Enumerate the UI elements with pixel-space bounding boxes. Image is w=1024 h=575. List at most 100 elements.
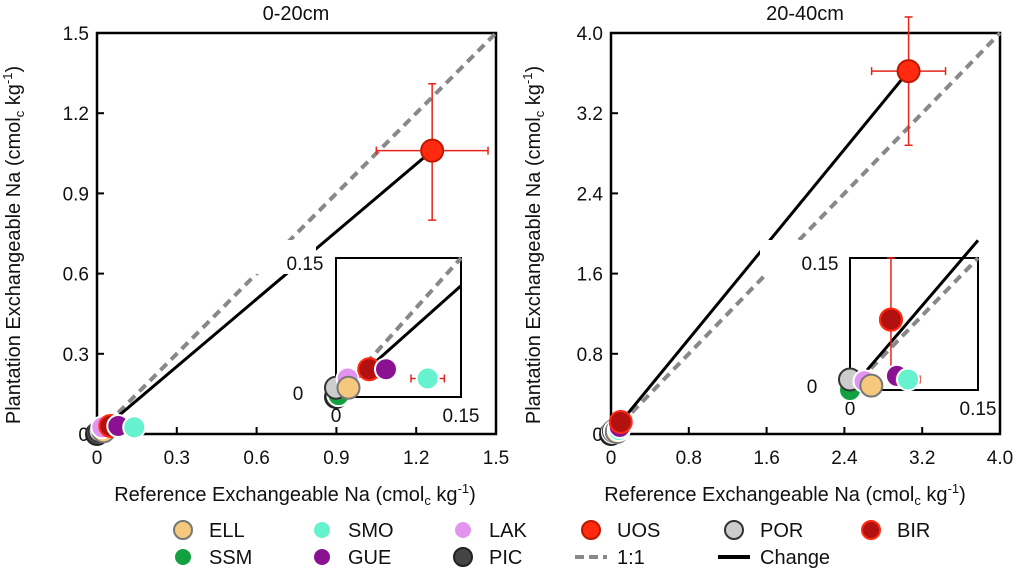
panel-0-xlabel: Reference Exchangeable Na (cmolc kg-1) (114, 481, 476, 508)
panel-0-ylabel: Plantation Exchangeable Na (cmolc kg-1) (0, 66, 27, 424)
panel-1-ytick-label-5: 4.0 (577, 24, 603, 45)
panel-1-point-bir (608, 409, 633, 434)
panel-1-xlabel-unit-kg: kg (921, 484, 948, 506)
legend-item-uos-label: UOS (617, 520, 660, 542)
panel-0-ylabel-unit-subscript: c (12, 110, 27, 117)
panel-1-ylabel: Plantation Exchangeable Na (cmolc kg-1) (520, 66, 547, 424)
panel-1-title: 20-40cm (766, 3, 844, 25)
panel-0-ytick-label-5: 1.5 (63, 24, 89, 45)
legend-item-ssm-label: SSM (209, 547, 252, 569)
panel-1-one-to-one-line (609, 31, 1002, 436)
panel-0-inset-label-mask (246, 240, 316, 274)
legend-item-pic-marker (453, 547, 473, 567)
legend-item-lak-marker (453, 520, 473, 540)
panel-1-xtick-label-2: 1.6 (753, 448, 779, 469)
panel-1-ytick-label-3: 2.4 (577, 184, 604, 205)
panel-1-xlabel: Reference Exchangeable Na (cmolc kg-1) (604, 481, 966, 508)
panel-0-inset-y0-label: 0 (293, 384, 304, 405)
panel-0-inset-x0-label: 0 (331, 406, 342, 427)
legend: ELL SMO LAK UOS POR BIR SSM GUE PIC 1:1 Change (173, 520, 930, 569)
panel-0-xlabel-unit-subscript: c (424, 493, 431, 508)
panel-0-xtick-label-3: 0.9 (323, 448, 349, 469)
legend-item-ell-marker (173, 520, 193, 540)
legend-item-lak-label: LAK (489, 520, 527, 542)
panel-1-frame (609, 31, 1002, 436)
panel-1-xlabel-unit-superscript: -1 (948, 481, 960, 496)
panel-0-point-smo (122, 415, 147, 440)
legend-item-bir-marker (861, 520, 881, 540)
panel-1-xlabel-text: Reference Exchangeable Na (cmol (604, 484, 914, 506)
panel-1-ylabel-unit-close: ) (523, 66, 545, 73)
panel-1-inset-point-bir (878, 307, 903, 332)
legend-item-change-label: Change (760, 547, 830, 569)
panel-1-xtick-label-3: 2.4 (831, 448, 858, 469)
panel-0-xlabel-unit-superscript: -1 (458, 481, 470, 496)
panel-0-xtick-label-1: 0.3 (164, 448, 190, 469)
panel-1-inset-point-ell (859, 373, 884, 398)
panel-1-ylabel-unit-subscript: c (532, 110, 547, 117)
panel-0-point-uos (420, 138, 445, 163)
panel-0-ytick-label-4: 1.2 (63, 104, 89, 125)
legend-item-gue-marker (312, 547, 332, 567)
panel-0-ytick-label-2: 0.6 (63, 265, 89, 286)
legend-item-ell-label: ELL (209, 520, 245, 542)
panel-0: 0-20cm 0 0.3 0.6 0.9 1.2 1.5 0 0.3 0.6 0.9 1.2 1.5 Re… (0, 3, 509, 508)
panel-1-inset-change-line (848, 239, 980, 391)
panel-0-ytick-label-0: 0 (78, 425, 89, 446)
panel-0-ytick-label-1: 0.3 (63, 345, 89, 366)
panel-0-xtick-label-5: 1.5 (483, 448, 509, 469)
panel-1-inset: 0.15 0 0 0.15 (760, 239, 996, 420)
panel-1-inset-y0-label: 0 (807, 377, 818, 398)
panel-0-inset-xend-label: 0.15 (443, 406, 480, 427)
panel-1-xlabel-unit-close: ) (959, 484, 966, 506)
legend-item-pic-label: PIC (489, 547, 522, 569)
panel-0-inset-point-gue (374, 357, 398, 382)
legend-item-ssm-marker (173, 547, 193, 567)
panel-1-point-uos (896, 59, 921, 84)
legend-item-por-label: POR (760, 520, 803, 542)
panel-0-inset-point-smo (415, 366, 440, 391)
panel-0-one-to-one-line (95, 31, 498, 436)
legend-item-gue-label: GUE (348, 547, 391, 569)
panel-1-ytick-label-4: 3.2 (577, 104, 603, 125)
panel-0-inset-corner-label: 0.15 (287, 254, 324, 275)
panel-0-change-line (96, 149, 434, 436)
panel-1-inset-one-to-one-line (848, 256, 980, 392)
panel-0-title: 0-20cm (263, 3, 330, 25)
panel-1-inset-frame (849, 257, 979, 391)
panel-1-inset-label-mask (760, 240, 830, 274)
panel-1-ylabel-text: Plantation Exchangeable Na (cmol (523, 117, 545, 424)
panel-0-inset-point-ell (336, 375, 361, 400)
panel-1-ytick-label-0: 0 (592, 425, 603, 446)
panel-0-inset-frame (335, 257, 462, 398)
panel-1: 20-40cm 0 0.8 1.6 2.4 3.2 4.0 0 0.8 1.6 2.4 3.2 4.0 R… (520, 3, 1013, 508)
panel-1-change-line (609, 70, 910, 435)
panel-1-ylabel-unit-superscript: -1 (520, 73, 535, 85)
panel-0-ytick-label-3: 0.9 (63, 184, 89, 205)
panel-1-xtick-label-5: 4.0 (987, 448, 1013, 469)
panel-1-ytick-label-2: 1.6 (577, 265, 603, 286)
legend-item-smo-marker (312, 520, 332, 540)
legend-item-por-marker (724, 520, 744, 540)
legend-item-uos-marker (581, 520, 601, 540)
panel-0-ylabel-unit-close: ) (3, 66, 25, 73)
panel-1-xlabel-unit-subscript: c (914, 493, 921, 508)
panel-1-ytick-label-1: 0.8 (577, 345, 603, 366)
panel-0-xlabel-unit-kg: kg (431, 484, 458, 506)
panel-0-inset: 0.15 0 0 0.15 (246, 240, 479, 427)
panel-0-xtick-label-4: 1.2 (403, 448, 429, 469)
panel-0-ylabel-unit-kg: kg (3, 84, 25, 111)
panel-1-inset-x0-label: 0 (845, 399, 856, 420)
panel-0-xtick-label-2: 0.6 (243, 448, 269, 469)
panel-0-xtick-label-0: 0 (92, 448, 103, 469)
panel-0-xlabel-text: Reference Exchangeable Na (cmol (114, 484, 424, 506)
panel-1-xtick-label-0: 0 (606, 448, 617, 469)
panel-0-ylabel-text: Plantation Exchangeable Na (cmol (3, 117, 25, 424)
panel-1-ylabel-unit-kg: kg (523, 84, 545, 111)
panel-1-inset-point-smo (896, 367, 921, 392)
panel-0-frame (95, 31, 498, 436)
panel-1-xtick-label-4: 3.2 (909, 448, 935, 469)
panel-0-xlabel-unit-close: ) (469, 484, 476, 506)
panel-1-xtick-label-1: 0.8 (676, 448, 702, 469)
